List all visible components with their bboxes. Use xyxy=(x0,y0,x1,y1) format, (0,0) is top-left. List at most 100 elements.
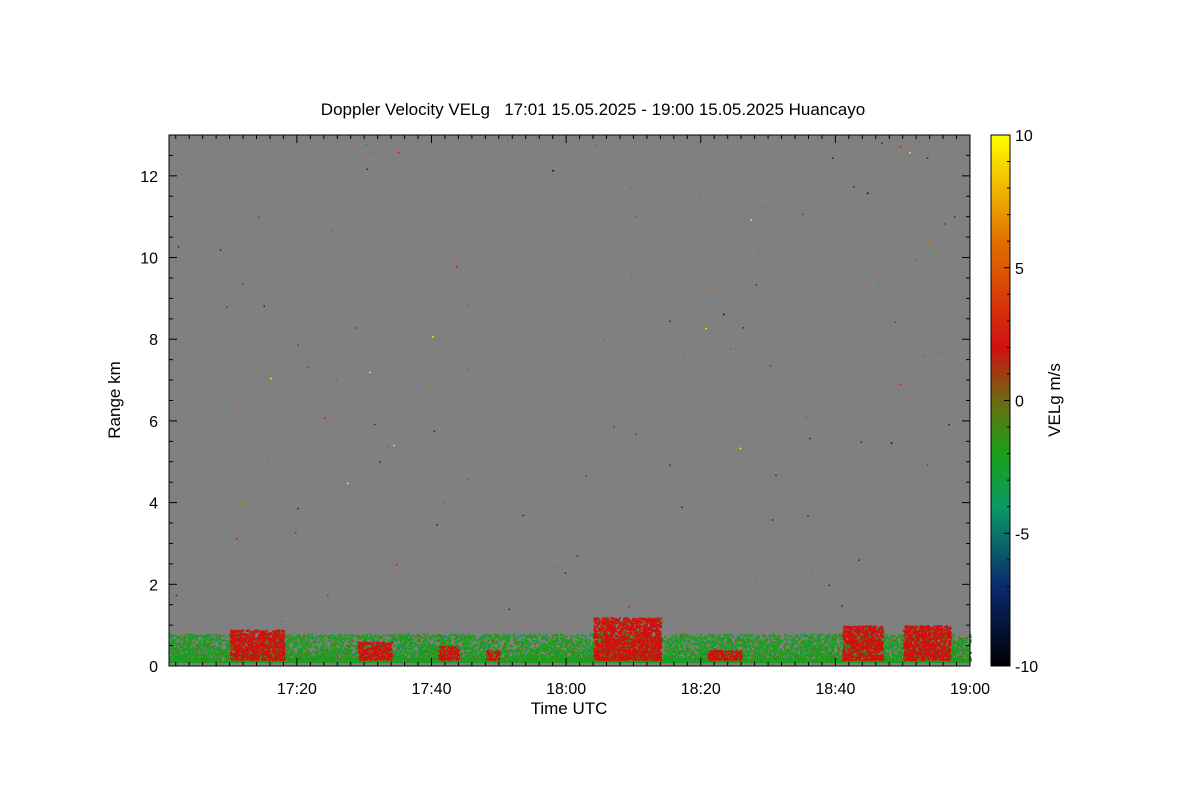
echo-pixel xyxy=(895,643,898,646)
echo-pixel xyxy=(552,636,555,639)
echo-pixel xyxy=(558,652,561,654)
echo-pixel xyxy=(792,654,795,657)
echo-pixel xyxy=(366,637,369,640)
echo-pixel xyxy=(197,642,200,645)
echo-pixel xyxy=(217,656,220,659)
echo-pixel xyxy=(710,641,713,644)
echo-pixel xyxy=(474,635,477,638)
echo-pixel xyxy=(406,638,409,641)
echo-pixel xyxy=(470,653,473,655)
echo-pixel xyxy=(760,655,763,658)
echo-pixel xyxy=(216,659,219,662)
echo-pixel xyxy=(731,647,734,650)
echo-pixel xyxy=(597,640,600,642)
echo-pixel xyxy=(461,656,464,659)
echo-pixel xyxy=(954,640,957,643)
echo-pixel xyxy=(808,640,811,642)
echo-pixel xyxy=(664,648,667,651)
echo-pixel xyxy=(666,640,669,643)
echo-pixel xyxy=(483,646,486,649)
echo-pixel xyxy=(619,637,622,640)
echo-pixel xyxy=(345,653,347,656)
echo-pixel xyxy=(774,641,777,644)
echo-pixel xyxy=(473,638,476,641)
echo-pixel xyxy=(752,654,755,657)
echo-pixel xyxy=(468,658,471,661)
echo-pixel xyxy=(417,650,420,653)
echo-pixel xyxy=(960,648,963,651)
echo-pixel xyxy=(732,653,735,655)
echo-pixel xyxy=(689,636,692,639)
echo-pixel xyxy=(824,646,827,649)
echo-pixel xyxy=(189,637,192,639)
echo-pixel xyxy=(772,647,775,650)
echo-pixel xyxy=(719,644,722,647)
echo-pixel xyxy=(481,645,483,648)
echo-pixel xyxy=(532,636,534,639)
echo-pixel xyxy=(553,654,556,657)
echo-pixel xyxy=(688,648,691,651)
echo-pixel xyxy=(949,638,952,641)
echo-pixel xyxy=(398,646,401,649)
echo-pixel xyxy=(591,641,594,644)
echo-pixel xyxy=(831,643,834,646)
echo-pixel xyxy=(561,653,564,656)
echo-pixel xyxy=(179,649,182,651)
echo-pixel xyxy=(763,656,766,658)
echo-pixel xyxy=(371,659,373,662)
echo-pixel xyxy=(523,659,526,662)
echo-pixel xyxy=(745,644,747,647)
echo-pixel xyxy=(782,659,785,662)
echo-pixel xyxy=(531,637,534,640)
echo-pixel xyxy=(443,639,446,642)
echo-pixel xyxy=(547,636,550,639)
echo-pixel xyxy=(727,644,730,647)
echo-pixel xyxy=(887,645,890,648)
echo-pixel xyxy=(210,650,213,653)
echo-pixel xyxy=(895,640,898,643)
echo-pixel xyxy=(586,644,589,647)
echo-pixel xyxy=(809,640,812,643)
echo-pixel xyxy=(707,635,710,638)
echo-pixel xyxy=(417,654,420,657)
echo-pixel xyxy=(195,644,197,647)
echo-pixel xyxy=(347,648,350,651)
echo-pixel xyxy=(512,650,515,653)
echo-pixel xyxy=(175,643,178,646)
echo-pixel xyxy=(700,638,703,641)
echo-pixel xyxy=(493,642,496,645)
echo-pixel xyxy=(375,636,377,638)
echo-pixel xyxy=(571,644,574,647)
echo-pixel xyxy=(485,653,487,655)
echo-pixel xyxy=(775,638,778,641)
plot-background xyxy=(169,135,970,666)
echo-pixel xyxy=(789,655,791,658)
echo-pixel xyxy=(182,641,185,644)
echo-pixel xyxy=(479,637,482,640)
echo-pixel xyxy=(173,652,176,655)
echo-pixel xyxy=(534,652,537,655)
echo-pixel xyxy=(894,647,897,650)
echo-pixel xyxy=(283,655,286,658)
echo-pixel xyxy=(347,633,350,636)
echo-pixel xyxy=(182,649,185,652)
echo-pixel xyxy=(417,633,420,636)
echo-pixel xyxy=(790,639,793,641)
echo-pixel xyxy=(299,652,302,655)
echo-pixel xyxy=(533,640,536,643)
echo-pixel xyxy=(466,642,469,644)
echo-pixel xyxy=(410,637,413,640)
echo-pixel xyxy=(207,657,210,659)
echo-pixel xyxy=(806,654,809,657)
echo-pixel xyxy=(698,648,701,651)
echo-pixel xyxy=(291,653,294,656)
echo-pixel xyxy=(379,646,382,648)
echo-pixel xyxy=(312,655,315,657)
echo-pixel xyxy=(801,640,804,643)
echo-pixel xyxy=(746,651,749,654)
echo-pixel xyxy=(557,640,560,642)
echo-pixel xyxy=(542,635,544,638)
echo-pixel xyxy=(901,659,904,662)
echo-pixel xyxy=(489,649,492,652)
echo-pixel xyxy=(809,635,812,638)
